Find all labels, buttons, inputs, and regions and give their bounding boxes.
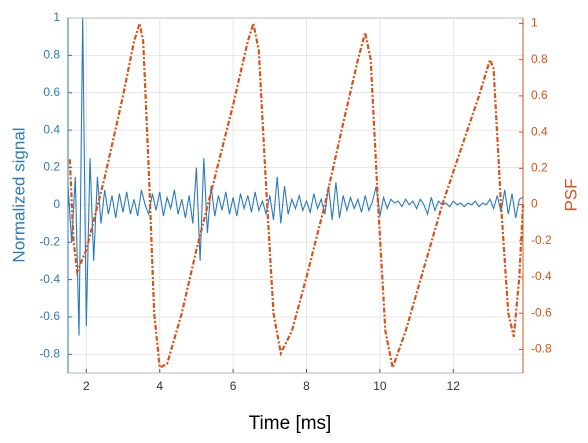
y-tick-label: 0.4 [43,122,60,136]
y2-tick-label: 1 [531,16,538,30]
y2-tick-label: -0.8 [531,342,552,356]
y2-tick-label: 0.2 [531,161,548,175]
y-tick-label: -0.8 [39,346,60,360]
x-tick-label: 12 [447,379,461,393]
y2-tick-label: -0.2 [531,233,552,247]
x-tick-label: 8 [303,379,310,393]
y2-tick-label: -0.4 [531,269,552,283]
x-tick-label: 2 [83,379,90,393]
y-axis-label: Normalized signal [9,127,28,262]
y2-tick-label: -0.6 [531,305,552,319]
y2-tick-label: 0.6 [531,88,548,102]
x-tick-label: 10 [373,379,387,393]
x-tick-label: 6 [230,379,237,393]
y-tick-label: 0.8 [43,48,60,62]
y2-tick-label: 0.8 [531,52,548,66]
x-axis-label: Time [ms] [249,413,332,434]
y-tick-label: -0.2 [39,234,60,248]
y2-tick-label: 0 [531,197,538,211]
y-tick-label: 0.2 [43,160,60,174]
y-tick-label: 0 [53,197,60,211]
y-tick-label: 1 [53,10,60,24]
x-tick-label: 4 [156,379,163,393]
series-line [68,23,525,372]
y2-tick-label: 0.4 [531,124,548,138]
y-tick-label: -0.6 [39,309,60,323]
y2-axis-label: PSF [561,178,580,211]
series-line [67,17,524,336]
y-tick-label: 0.6 [43,85,60,99]
y-tick-label: -0.4 [39,272,60,286]
